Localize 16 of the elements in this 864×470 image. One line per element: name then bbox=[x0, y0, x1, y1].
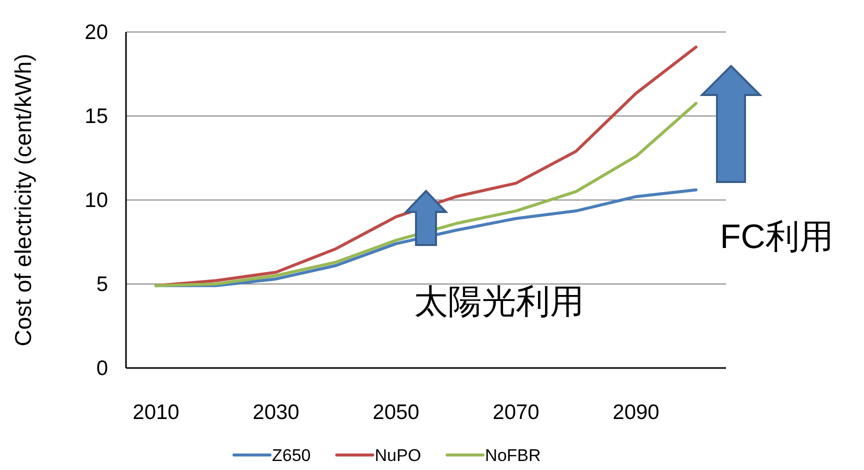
x-tick-label: 2090 bbox=[612, 401, 660, 424]
legend-label: NoFBR bbox=[485, 446, 541, 465]
annotation: 太陽光利用 bbox=[414, 283, 584, 321]
x-tick-label: 2070 bbox=[492, 401, 540, 424]
x-tick-label: 2030 bbox=[252, 401, 300, 424]
y-axis-title: Cost of electricity (cent/kWh) bbox=[10, 54, 36, 346]
y-tick-label: 20 bbox=[84, 21, 108, 44]
y-tick-label: 15 bbox=[84, 105, 108, 128]
legend-label: Z650 bbox=[272, 446, 311, 465]
annotation: FC利用 bbox=[720, 218, 834, 256]
x-tick-label: 2050 bbox=[372, 401, 420, 424]
y-tick-label: 0 bbox=[96, 357, 108, 380]
y-tick-label: 5 bbox=[96, 273, 108, 296]
legend-label: NuPO bbox=[374, 446, 422, 465]
y-tick-label: 10 bbox=[84, 189, 108, 212]
x-tick-label: 2010 bbox=[132, 401, 180, 424]
